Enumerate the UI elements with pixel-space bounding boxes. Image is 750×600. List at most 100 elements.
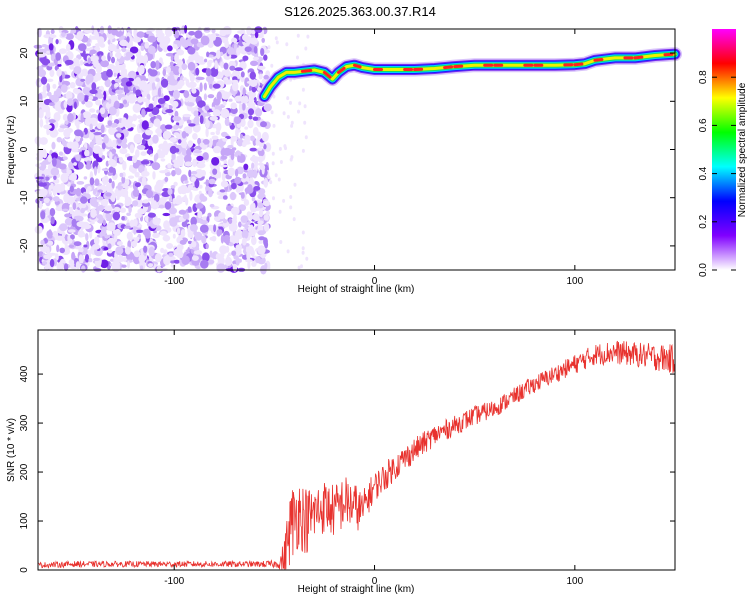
noise-speckle [132, 200, 139, 207]
noise-speckle [137, 208, 146, 215]
noise-speckle [93, 236, 100, 245]
noise-speckle [45, 254, 53, 258]
noise-speckle [73, 215, 82, 220]
noise-speckle [211, 28, 216, 34]
noise-speckle [46, 78, 54, 83]
noise-speckle [199, 193, 205, 201]
noise-speckle [263, 222, 270, 232]
noise-speckle [81, 70, 90, 77]
noise-speckle [220, 164, 228, 168]
noise-speckle [254, 31, 259, 39]
noise-speckle [94, 178, 100, 186]
trace-peak [633, 55, 644, 60]
noise-speckle [192, 133, 198, 140]
noise-speckle [223, 234, 231, 244]
noise-speckle [225, 262, 232, 266]
noise-speckle [144, 41, 150, 49]
noise-speckle [140, 151, 147, 156]
heatmap-y-tick-label: 20 [19, 47, 30, 59]
noise-speckle [164, 176, 169, 183]
colorbar-tick-label: 0.8 [698, 70, 709, 84]
noise-speckle [258, 240, 263, 244]
noise-speckle [78, 73, 84, 79]
noise-speckle [82, 111, 92, 119]
noise-speckle [143, 54, 149, 64]
noise-speckle [182, 113, 192, 118]
noise-speckle [122, 160, 127, 171]
noise-speckle [158, 143, 166, 150]
snr-y-tick-label: 300 [19, 414, 30, 431]
noise-speckle [108, 178, 113, 184]
noise-speckle [121, 216, 125, 221]
heatmap-signal-trace [257, 47, 682, 104]
noise-speckle [224, 117, 230, 127]
noise-speckle [100, 60, 109, 68]
snr-y-tick-label: 400 [19, 365, 30, 382]
noise-speckle [107, 222, 116, 232]
noise-speckle [108, 166, 114, 173]
noise-speckle [262, 200, 271, 207]
noise-speckle [66, 196, 76, 205]
noise-speckle [48, 229, 52, 238]
noise-speckle [57, 60, 61, 65]
noise-speckle [162, 234, 171, 242]
noise-speckle [221, 91, 231, 100]
noise-speckle [51, 152, 58, 160]
noise-speckle [289, 157, 293, 162]
noise-speckle [75, 261, 81, 270]
noise-speckle [173, 30, 180, 39]
noise-speckle [135, 89, 142, 97]
noise-speckle [73, 101, 77, 110]
noise-speckle [257, 149, 265, 157]
noise-speckle [56, 244, 60, 253]
noise-speckle [99, 107, 106, 115]
noise-speckle [251, 155, 256, 162]
noise-speckle [56, 136, 62, 143]
noise-speckle [246, 26, 252, 36]
noise-speckle [252, 116, 259, 121]
noise-speckle [232, 263, 238, 272]
noise-speckle [199, 115, 204, 125]
noise-speckle [86, 73, 94, 83]
noise-speckle [107, 39, 111, 45]
noise-speckle [171, 170, 176, 177]
noise-speckle [68, 244, 75, 248]
noise-speckle [173, 104, 177, 112]
noise-speckle [102, 219, 107, 226]
noise-speckle [230, 191, 236, 201]
noise-speckle [55, 235, 64, 241]
chart-title: S126.2025.363.00.37.R14 [284, 4, 436, 19]
noise-speckle [119, 207, 126, 213]
noise-speckle [77, 92, 85, 102]
noise-speckle [92, 160, 99, 170]
noise-speckle [247, 98, 255, 103]
noise-speckle [301, 230, 305, 235]
noise-speckle [41, 44, 48, 48]
trace-peak [663, 52, 674, 57]
noise-speckle [207, 60, 212, 68]
noise-speckle [141, 170, 150, 177]
noise-speckle [65, 91, 73, 100]
noise-speckle [97, 164, 101, 174]
noise-speckle [187, 47, 196, 55]
noise-speckle [141, 138, 146, 146]
noise-speckle [237, 155, 241, 163]
noise-speckle [132, 162, 140, 169]
heatmap-x-tick-label: -100 [164, 276, 184, 287]
noise-speckle [179, 184, 188, 195]
noise-speckle [131, 240, 137, 248]
noise-speckle [104, 234, 111, 239]
noise-speckle [199, 142, 205, 148]
noise-speckle [148, 103, 154, 110]
noise-speckle [250, 249, 255, 257]
noise-speckle [272, 123, 276, 128]
noise-speckle [124, 225, 132, 229]
noise-speckle [267, 265, 271, 270]
noise-speckle [94, 31, 100, 40]
heatmap-y-axis-label: Frequency (Hz) [6, 116, 17, 185]
noise-speckle [81, 265, 86, 273]
noise-speckle [220, 147, 226, 157]
noise-speckle [59, 247, 65, 254]
noise-speckle [172, 65, 181, 76]
noise-speckle [271, 151, 275, 156]
